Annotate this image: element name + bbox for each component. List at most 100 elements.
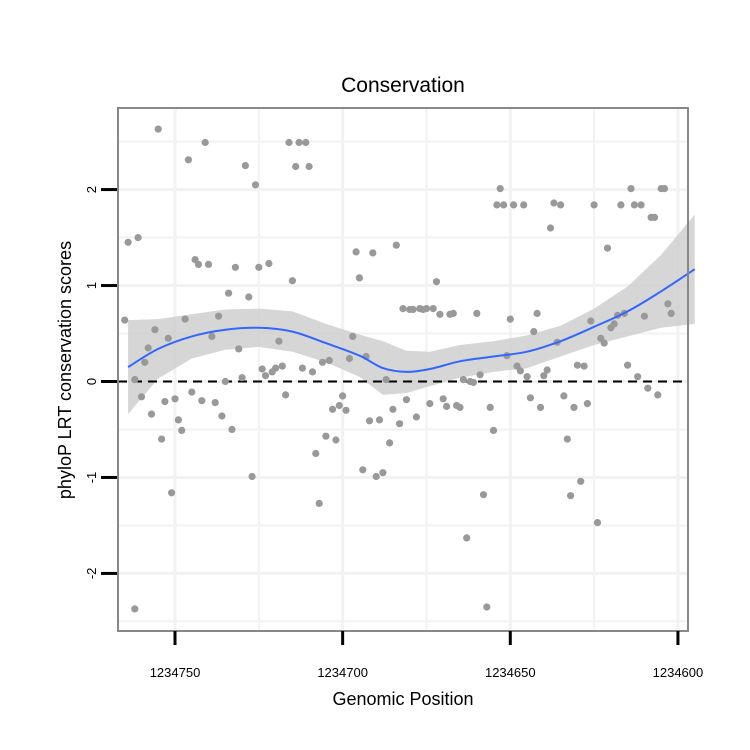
x-axis-title: Genomic Position bbox=[332, 689, 473, 709]
data-point bbox=[194, 260, 203, 268]
data-point bbox=[583, 400, 592, 408]
data-point bbox=[295, 138, 303, 147]
data-point bbox=[322, 432, 330, 440]
data-point bbox=[151, 326, 159, 334]
data-point bbox=[590, 201, 598, 209]
data-point bbox=[550, 199, 558, 207]
data-point bbox=[211, 399, 219, 407]
data-point bbox=[439, 395, 447, 403]
x-tick-label: 1234600 bbox=[653, 665, 704, 680]
data-point bbox=[137, 393, 146, 401]
data-point bbox=[131, 376, 139, 384]
data-point bbox=[292, 162, 300, 171]
data-point bbox=[231, 263, 239, 271]
data-point bbox=[201, 138, 209, 147]
plot-panel bbox=[117, 107, 696, 632]
data-point bbox=[533, 309, 541, 317]
data-point bbox=[141, 358, 149, 366]
x-tick-label: 1234750 bbox=[150, 665, 201, 680]
data-point bbox=[332, 436, 340, 444]
data-point bbox=[147, 410, 156, 418]
data-point bbox=[634, 373, 642, 381]
data-point bbox=[563, 435, 571, 443]
data-point bbox=[603, 244, 612, 252]
data-point bbox=[305, 162, 313, 171]
data-point bbox=[396, 420, 404, 428]
data-point bbox=[422, 305, 431, 313]
data-point bbox=[436, 310, 444, 318]
data-point bbox=[483, 603, 491, 611]
data-points bbox=[121, 125, 675, 613]
data-point bbox=[308, 368, 317, 376]
data-point bbox=[449, 309, 457, 317]
data-point bbox=[630, 201, 639, 209]
data-point bbox=[225, 289, 233, 297]
data-point bbox=[245, 293, 253, 301]
data-point bbox=[523, 373, 531, 381]
data-point bbox=[587, 317, 595, 325]
data-point bbox=[557, 201, 565, 209]
data-point bbox=[617, 201, 625, 209]
data-point bbox=[184, 156, 192, 164]
data-point bbox=[375, 416, 384, 424]
data-point bbox=[479, 491, 488, 499]
data-point bbox=[278, 362, 286, 370]
data-point bbox=[536, 403, 545, 411]
data-point bbox=[577, 477, 585, 485]
data-point bbox=[255, 263, 263, 271]
data-point bbox=[650, 213, 659, 221]
data-point bbox=[540, 372, 548, 380]
data-point bbox=[476, 371, 484, 379]
data-point bbox=[637, 201, 645, 209]
data-point bbox=[282, 391, 290, 399]
data-point bbox=[221, 377, 229, 386]
data-point bbox=[235, 345, 243, 353]
data-point bbox=[456, 403, 464, 411]
data-point bbox=[275, 337, 283, 345]
data-point bbox=[215, 312, 223, 320]
data-point bbox=[509, 201, 518, 209]
data-point bbox=[379, 469, 387, 477]
data-point bbox=[486, 403, 494, 411]
data-point bbox=[573, 361, 582, 369]
y-axis: -2 -1 0 1 2 bbox=[84, 186, 117, 579]
data-point bbox=[355, 274, 363, 282]
data-point bbox=[335, 401, 343, 410]
y-tick-label: -2 bbox=[84, 568, 99, 580]
data-point bbox=[178, 426, 186, 434]
data-point bbox=[520, 201, 528, 209]
data-point bbox=[208, 332, 216, 340]
smooth-trend-line bbox=[127, 268, 696, 373]
data-point bbox=[506, 315, 514, 323]
data-point bbox=[228, 425, 236, 434]
data-point bbox=[345, 354, 353, 363]
y-axis-title: phyloP LRT conservation scores bbox=[55, 241, 75, 499]
x-tick-label: 1234650 bbox=[485, 665, 536, 680]
data-point bbox=[218, 412, 226, 420]
data-point bbox=[493, 201, 501, 209]
data-point bbox=[168, 489, 176, 497]
data-point bbox=[432, 278, 441, 286]
data-point bbox=[644, 384, 652, 392]
x-tick-label: 1234700 bbox=[317, 665, 368, 680]
data-point bbox=[600, 339, 608, 347]
data-point bbox=[365, 417, 374, 425]
data-point bbox=[369, 249, 377, 257]
data-point bbox=[409, 305, 417, 314]
data-point bbox=[567, 492, 575, 500]
data-point bbox=[158, 435, 166, 443]
data-point bbox=[261, 372, 270, 380]
data-point bbox=[543, 366, 551, 374]
data-point bbox=[593, 519, 602, 527]
data-point bbox=[640, 312, 649, 320]
y-tick-label: 2 bbox=[84, 186, 99, 193]
x-axis: 1234750 1234700 1234650 1234600 bbox=[150, 631, 704, 680]
data-point bbox=[516, 367, 525, 375]
data-point bbox=[181, 315, 189, 323]
data-point bbox=[489, 426, 498, 434]
data-point bbox=[342, 406, 350, 414]
data-point bbox=[443, 402, 451, 410]
data-point bbox=[134, 234, 142, 242]
data-point bbox=[198, 397, 206, 405]
data-point bbox=[238, 374, 246, 382]
